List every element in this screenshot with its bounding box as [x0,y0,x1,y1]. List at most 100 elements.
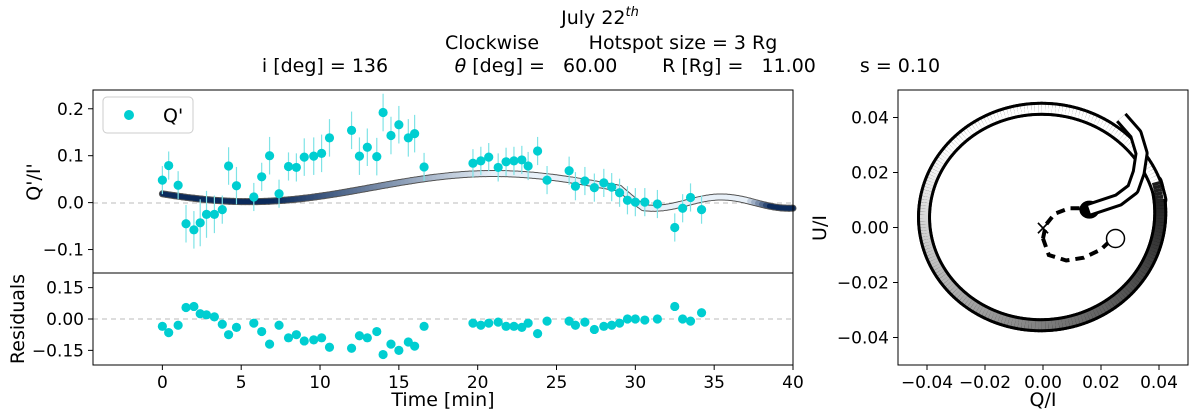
residual-point [346,343,357,353]
data-point [685,192,696,203]
qu-spiral-segment [1152,184,1162,190]
residual-point [493,317,503,327]
qu-spiral-segment [1142,261,1151,269]
qu-spiral-segment [953,137,962,146]
qu-spiral-segment [1151,240,1161,247]
qu-spiral-segment [1147,172,1157,179]
residual-point [589,324,599,335]
title-rotation: Clockwise [445,32,539,54]
residual-point [468,318,478,328]
qu-spiral-segment [987,115,994,124]
data-point [517,155,527,165]
qu-spiral-segment [946,144,955,153]
data-point [678,203,688,213]
qu-trajectory: × [917,101,1168,333]
title-theta: θ [deg] = 60.00 [455,55,618,77]
qu-x-tick-label: 0.02 [1082,373,1120,393]
data-point [501,157,511,167]
qu-spiral-segment [991,312,998,321]
qu-spiral-segment [936,268,945,276]
qu-spiral-segment [937,271,947,279]
data-point [378,107,388,118]
residual-point [173,320,183,330]
residual-point [317,333,327,343]
data-point [209,209,219,219]
qu-spiral-segment [929,258,939,265]
qu-spiral-segment [969,124,977,134]
title-radius: R [Rg] = 11.00 [662,55,816,77]
residual-point [283,333,294,343]
qu-spiral-segment [932,263,942,271]
residual-point [394,345,404,355]
residual-point [599,321,609,331]
theta-value: [deg] = 60.00 [466,55,617,77]
x-tick-label: 35 [703,373,725,393]
residual-point [189,301,199,312]
data-point [346,125,357,135]
residual-point [685,316,696,326]
qu-spiral-segment [1135,272,1144,280]
top-y-label: Q'/I' [23,163,45,200]
qu-spiral-segment [1101,303,1109,312]
qu-spiral-segment [1113,129,1122,139]
qu-spiral-segment [1007,317,1013,326]
qu-spiral-segment [1121,136,1130,145]
data-point [652,199,663,209]
qu-spiral-segment [1093,116,1101,126]
qu-spiral-segment [945,281,954,289]
qu-y-tick-label: 0.00 [851,219,889,239]
qu-spiral-segment [979,306,986,316]
qu-spiral-segment [921,232,930,238]
residual-point [509,321,519,331]
qu-spiral-segment [1151,180,1161,187]
residual-point [157,321,167,331]
top-y-tick-label: 0.2 [57,100,84,120]
qu-spiral-segment [1108,125,1116,135]
qu-spiral-segment [1058,105,1063,115]
qu-spiral-segment [1067,317,1074,326]
qu-spiral-segment [966,126,974,136]
data-point [622,195,633,205]
qu-y-ticks: −0.04 −0.02 0.00 0.02 0.04 [837,109,898,349]
qu-spiral-segment [926,177,936,184]
title-sup: th [626,5,639,20]
qu-spiral-segment [1080,313,1087,323]
qu-spiral-segment [951,139,960,148]
residual-point [696,308,707,318]
x-tick-label: 5 [236,373,247,393]
qu-spiral-segment [978,119,985,129]
qu-x-tick-label: 0.04 [1140,373,1178,393]
residual-point [570,320,581,330]
residual-point [678,314,688,324]
residual-point [249,318,259,328]
qu-spiral-segment [1017,106,1022,115]
qu-spiral-segment [970,301,978,311]
residual-point [386,339,396,349]
residual-point [542,316,552,326]
qu-x-tick-label: 0.00 [1024,373,1062,393]
data-point [614,188,625,198]
qu-y-tick-label: 0.04 [851,109,889,129]
qu-spiral-segment [1087,114,1094,123]
residual-point [580,317,590,327]
qu-spiral-segment [959,294,968,303]
residual-point [532,329,543,339]
top-y-tick-label: 0.0 [57,194,84,214]
qu-spiral-segment [1083,312,1090,321]
qu-spiral-segment [994,313,1001,322]
legend-marker [124,110,134,120]
residual-y-tick-label: −0.15 [32,341,84,361]
data-point [419,162,429,172]
qu-spiral-segment [954,290,963,299]
x-tick-label: 10 [309,373,331,393]
x-axis-label: Time [min] [390,389,494,411]
data-point [670,222,680,233]
qu-center-marker: × [1035,216,1052,240]
qu-spiral-segment [947,283,956,292]
qu-spiral-segment [997,314,1004,323]
qu-spiral-segment [1144,166,1154,174]
data-point [599,178,609,188]
residual-point [630,314,640,324]
qu-spiral-segment [1126,282,1136,291]
